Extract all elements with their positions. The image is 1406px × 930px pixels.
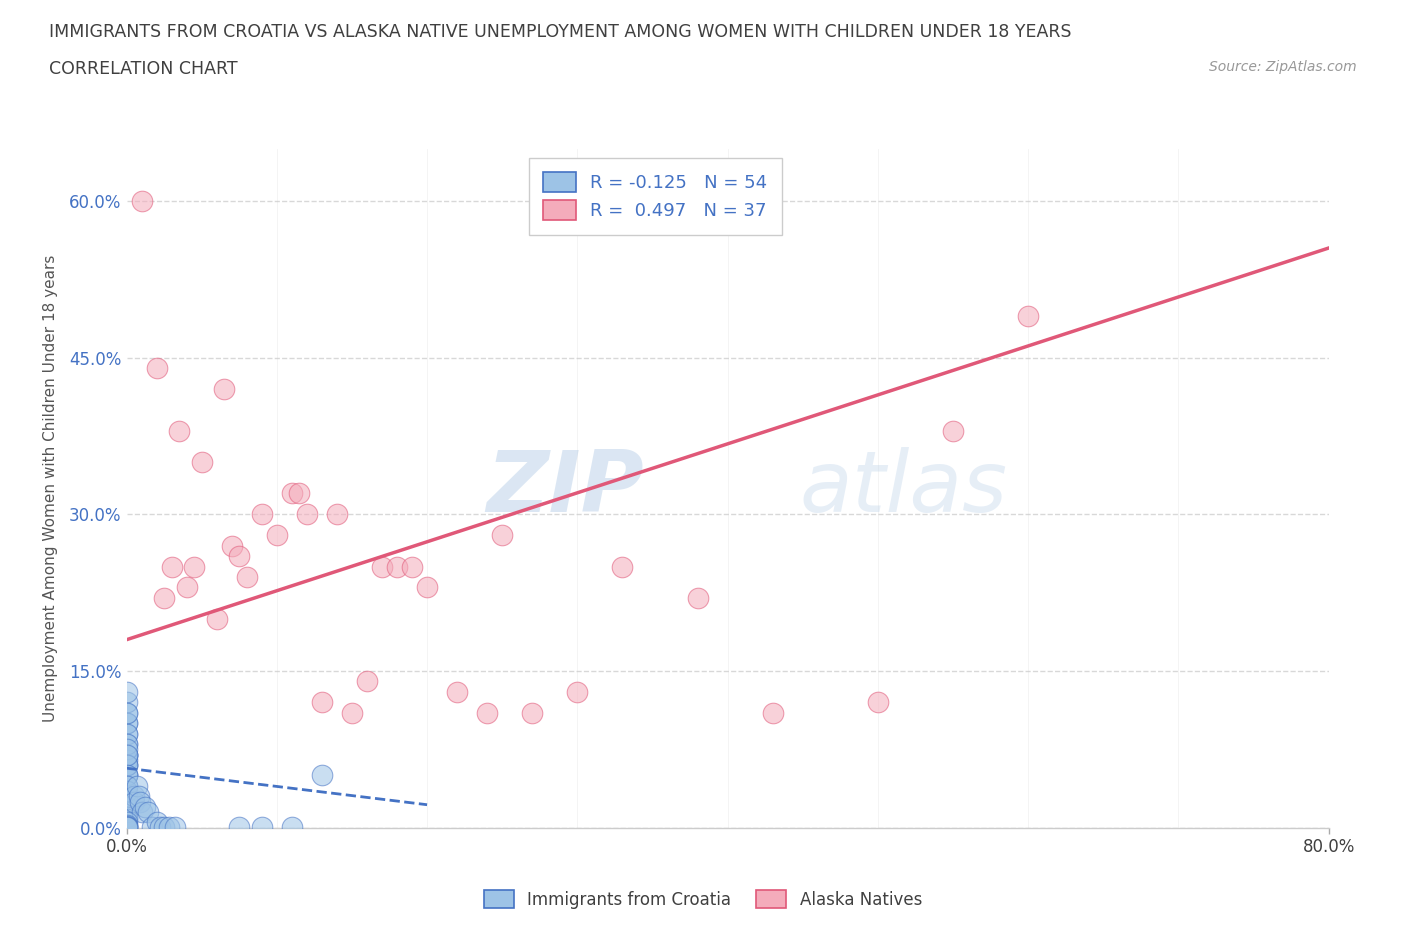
Point <box>228 549 250 564</box>
Text: CORRELATION CHART: CORRELATION CHART <box>49 60 238 78</box>
Point <box>149 819 172 834</box>
Text: IMMIGRANTS FROM CROATIA VS ALASKA NATIVE UNEMPLOYMENT AMONG WOMEN WITH CHILDREN : IMMIGRANTS FROM CROATIA VS ALASKA NATIVE… <box>49 23 1071 41</box>
Point <box>129 794 152 809</box>
Point <box>145 361 167 376</box>
Point <box>228 819 250 834</box>
Point <box>115 758 138 773</box>
Point <box>153 591 176 605</box>
Point <box>115 747 138 762</box>
Point <box>115 684 138 699</box>
Point <box>115 817 138 832</box>
Point <box>356 674 378 689</box>
Point <box>1017 309 1039 324</box>
Point <box>145 815 167 830</box>
Point <box>115 747 138 762</box>
Point <box>141 819 163 834</box>
Point <box>281 486 304 501</box>
Point <box>115 768 138 783</box>
Point <box>311 695 333 710</box>
Point <box>115 804 138 819</box>
Point <box>128 789 150 804</box>
Point <box>176 580 198 595</box>
Point <box>115 737 138 751</box>
Point <box>115 758 138 773</box>
Point <box>167 423 190 438</box>
Point <box>212 381 235 396</box>
Point <box>866 695 889 710</box>
Point <box>122 794 145 809</box>
Point <box>131 804 153 819</box>
Point <box>762 705 785 720</box>
Point <box>326 507 349 522</box>
Point <box>371 559 394 574</box>
Point <box>205 611 228 626</box>
Text: Source: ZipAtlas.com: Source: ZipAtlas.com <box>1209 60 1357 74</box>
Point <box>401 559 423 574</box>
Point <box>115 742 138 757</box>
Point <box>115 737 138 751</box>
Point <box>190 455 212 470</box>
Point <box>475 705 498 720</box>
Point <box>115 778 138 793</box>
Point <box>131 193 153 208</box>
Point <box>567 684 589 699</box>
Point <box>115 726 138 741</box>
Point <box>115 815 138 830</box>
Point <box>491 528 513 543</box>
Point <box>160 559 183 574</box>
Point <box>115 758 138 773</box>
Point <box>250 819 273 834</box>
Point <box>221 538 243 553</box>
Point <box>295 507 318 522</box>
Point <box>115 705 138 720</box>
Text: atlas: atlas <box>800 446 1008 530</box>
Point <box>115 768 138 783</box>
Text: ZIP: ZIP <box>486 446 644 530</box>
Point <box>250 507 273 522</box>
Point <box>115 695 138 710</box>
Legend: R = -0.125   N = 54, R =  0.497   N = 37: R = -0.125 N = 54, R = 0.497 N = 37 <box>529 158 782 234</box>
Point <box>281 819 304 834</box>
Point <box>153 819 176 834</box>
Point <box>612 559 634 574</box>
Point <box>115 800 138 815</box>
Point <box>115 726 138 741</box>
Point <box>686 591 709 605</box>
Point <box>163 819 186 834</box>
Point <box>340 705 363 720</box>
Point <box>183 559 205 574</box>
Point <box>115 778 138 793</box>
Point <box>311 768 333 783</box>
Y-axis label: Unemployment Among Women with Children Under 18 years: Unemployment Among Women with Children U… <box>44 255 58 722</box>
Point <box>115 819 138 834</box>
Point <box>288 486 311 501</box>
Point <box>115 810 138 825</box>
Point <box>115 716 138 731</box>
Point <box>942 423 965 438</box>
Point <box>115 784 138 799</box>
Point <box>446 684 468 699</box>
Point <box>266 528 288 543</box>
Point <box>115 819 138 834</box>
Point <box>115 747 138 762</box>
Point <box>125 778 148 793</box>
Point <box>115 819 138 834</box>
Point <box>115 812 138 827</box>
Point <box>115 747 138 762</box>
Point <box>115 705 138 720</box>
Point <box>115 789 138 804</box>
Point <box>134 800 156 815</box>
Point <box>122 789 145 804</box>
Point <box>115 716 138 731</box>
Point <box>157 819 180 834</box>
Point <box>385 559 408 574</box>
Point <box>416 580 439 595</box>
Legend: Immigrants from Croatia, Alaska Natives: Immigrants from Croatia, Alaska Natives <box>475 882 931 917</box>
Point <box>115 768 138 783</box>
Point <box>115 752 138 767</box>
Point <box>136 804 159 819</box>
Point <box>522 705 544 720</box>
Point <box>235 569 259 584</box>
Point <box>115 818 138 833</box>
